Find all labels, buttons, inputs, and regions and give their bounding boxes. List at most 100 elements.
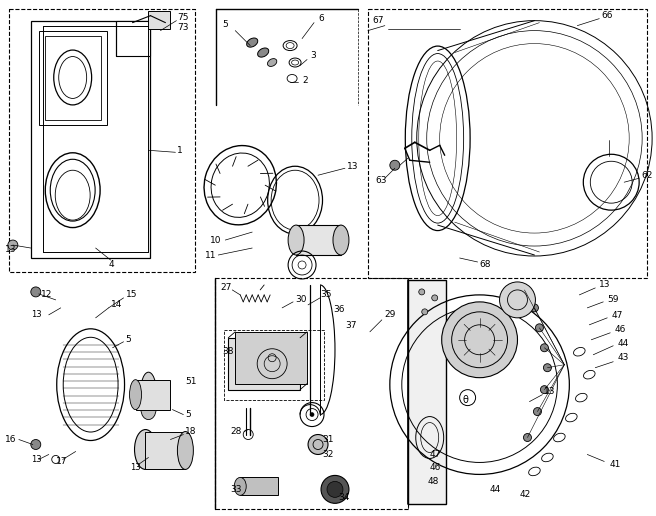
Circle shape: [543, 364, 552, 372]
Circle shape: [419, 289, 424, 295]
Bar: [215, 278, 408, 509]
Circle shape: [520, 286, 529, 294]
Text: 68: 68: [480, 261, 491, 269]
Text: 66: 66: [602, 11, 613, 20]
Circle shape: [422, 309, 428, 315]
Bar: [9, 9, 195, 272]
Bar: [136, 380, 171, 410]
Ellipse shape: [141, 372, 156, 407]
Text: 5: 5: [125, 335, 131, 344]
Text: 67: 67: [372, 16, 383, 25]
Text: 32: 32: [322, 450, 333, 459]
Text: 10: 10: [211, 235, 222, 245]
Text: 34: 34: [338, 493, 350, 502]
Text: 5: 5: [222, 20, 228, 29]
Text: 17: 17: [56, 457, 67, 466]
Text: 36: 36: [333, 305, 344, 314]
Text: 13: 13: [31, 455, 41, 464]
Text: 29: 29: [385, 310, 396, 319]
Text: 62: 62: [641, 171, 653, 180]
Text: 30: 30: [295, 295, 306, 304]
Text: 44: 44: [489, 485, 501, 494]
Circle shape: [327, 481, 343, 497]
Text: 44: 44: [617, 339, 628, 348]
Text: 33: 33: [230, 485, 242, 494]
Circle shape: [541, 385, 548, 394]
Bar: [236, 332, 307, 384]
Text: 31: 31: [322, 435, 333, 444]
Ellipse shape: [258, 48, 269, 57]
Text: 13: 13: [600, 280, 611, 289]
Circle shape: [321, 475, 349, 503]
Text: 35: 35: [320, 291, 331, 299]
Ellipse shape: [247, 38, 258, 47]
Circle shape: [308, 434, 328, 455]
Text: 18: 18: [186, 427, 197, 436]
Bar: [408, 280, 445, 504]
Text: 13: 13: [347, 162, 358, 171]
Circle shape: [523, 433, 531, 442]
Text: 13: 13: [544, 387, 556, 396]
Bar: [148, 11, 171, 28]
Circle shape: [535, 324, 543, 332]
Text: 27: 27: [220, 283, 232, 293]
Text: 11: 11: [205, 250, 217, 260]
Circle shape: [441, 302, 518, 378]
Circle shape: [432, 295, 438, 301]
Ellipse shape: [234, 477, 246, 495]
Circle shape: [31, 440, 41, 449]
Ellipse shape: [177, 431, 194, 470]
Text: 6: 6: [318, 14, 324, 23]
Text: 41: 41: [609, 460, 621, 469]
Text: 13: 13: [5, 245, 16, 253]
Circle shape: [8, 240, 18, 250]
Circle shape: [533, 408, 541, 415]
Bar: [31, 21, 150, 258]
Circle shape: [310, 413, 314, 416]
Text: 3: 3: [310, 51, 316, 60]
Circle shape: [531, 304, 539, 312]
Text: 16: 16: [5, 435, 16, 444]
Text: 37: 37: [345, 321, 356, 330]
Text: 38: 38: [222, 347, 234, 356]
Text: 59: 59: [607, 295, 619, 304]
Text: 1: 1: [177, 146, 183, 155]
Circle shape: [31, 287, 41, 297]
Ellipse shape: [288, 225, 304, 255]
Bar: [45, 36, 100, 120]
Text: 15: 15: [125, 291, 137, 299]
Text: 73: 73: [177, 23, 189, 32]
Text: 47: 47: [611, 311, 623, 320]
Bar: [368, 9, 647, 278]
Text: 46: 46: [614, 325, 626, 334]
Text: 12: 12: [41, 291, 52, 299]
Text: 46: 46: [430, 463, 441, 472]
Text: 5: 5: [186, 410, 191, 419]
Ellipse shape: [129, 380, 142, 410]
Text: 13: 13: [31, 310, 41, 319]
Ellipse shape: [141, 399, 156, 420]
Bar: [39, 30, 106, 125]
Text: 2: 2: [302, 76, 308, 85]
Bar: [240, 477, 278, 495]
Text: 14: 14: [111, 300, 122, 310]
Text: 48: 48: [428, 477, 439, 486]
Text: 4: 4: [109, 261, 114, 269]
Circle shape: [499, 282, 535, 318]
Text: 42: 42: [520, 490, 531, 499]
Circle shape: [541, 344, 548, 352]
Text: θ: θ: [462, 395, 468, 405]
Bar: [224, 330, 324, 399]
Bar: [115, 21, 150, 56]
Text: 63: 63: [376, 176, 388, 185]
Ellipse shape: [268, 59, 277, 67]
Bar: [228, 338, 300, 390]
Bar: [146, 431, 186, 470]
Text: 51: 51: [186, 377, 197, 386]
Ellipse shape: [333, 225, 349, 255]
Text: 28: 28: [230, 427, 241, 436]
Text: 47: 47: [430, 450, 441, 459]
Text: 75: 75: [177, 13, 189, 22]
Text: 43: 43: [617, 353, 628, 362]
Bar: [296, 225, 341, 255]
